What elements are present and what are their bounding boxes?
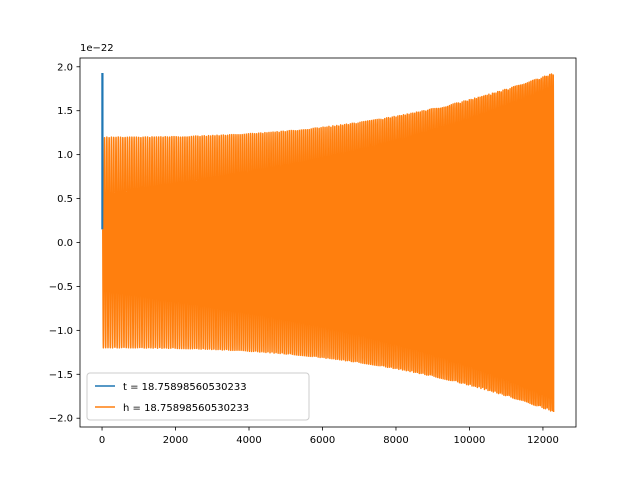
x-tick-label: 4000	[236, 435, 261, 446]
y-tick-label: 1.0	[57, 150, 73, 161]
x-tick-label: 8000	[383, 435, 408, 446]
x-tick-label: 6000	[310, 435, 335, 446]
legend-box	[86, 372, 310, 421]
y-tick-label: −2.0	[49, 414, 73, 425]
x-tick-label: 10000	[454, 435, 486, 446]
x-tick-label: 2000	[163, 435, 188, 446]
legend-label-t: t = 18.75898560530233	[123, 382, 247, 393]
y-tick-label: −1.5	[49, 370, 73, 381]
y-tick-label: −1.0	[49, 326, 73, 337]
series-h-line	[102, 73, 555, 413]
y-tick-label: 2.0	[57, 62, 73, 73]
y-tick-label: 1.5	[57, 106, 73, 117]
legend-label-h: h = 18.75898560530233	[123, 403, 249, 414]
series-t-line	[101, 73, 104, 230]
axes-layer: 0 2000 4000 6000 8000 10000 12000 −2.0 −1.5 −1.0 −…	[49, 62, 559, 446]
y-axis-offset-label: 1e−22	[80, 43, 114, 54]
y-tick-label: −0.5	[49, 282, 73, 293]
x-tick-label: 0	[99, 435, 105, 446]
y-tick-label: 0.5	[57, 194, 73, 205]
legend: t = 18.75898560530233 h = 18.75898560530…	[86, 372, 310, 421]
series-layer	[101, 73, 555, 413]
x-tick-label: 12000	[527, 435, 559, 446]
y-tick-label: 0.0	[57, 238, 73, 249]
